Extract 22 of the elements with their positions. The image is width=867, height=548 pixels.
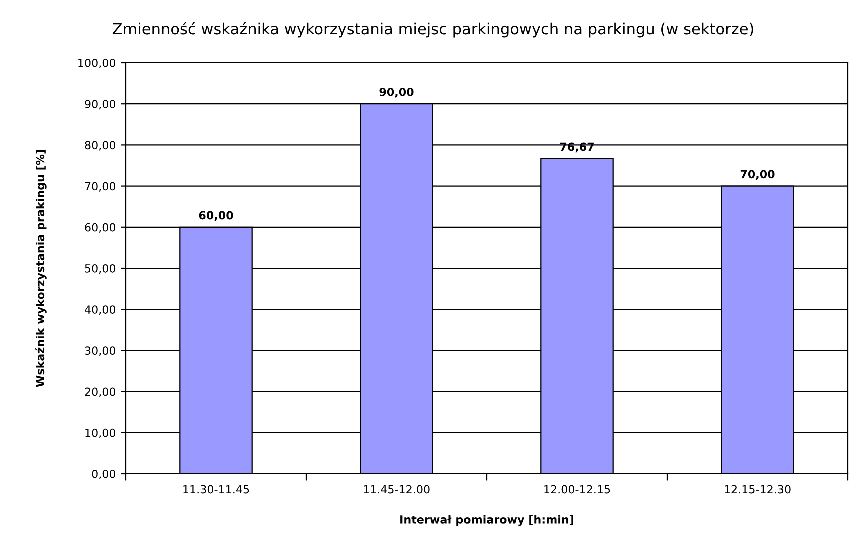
x-tick-label: 12.15-12.30: [725, 485, 791, 494]
y-axis-title: Wskaźnik wykorzystania prakingu [%]: [36, 150, 47, 388]
data-label: 90,00: [380, 88, 414, 98]
y-tick-label: 20,00: [85, 388, 116, 398]
y-tick-label: 0,00: [92, 470, 116, 480]
data-label: 76,67: [560, 142, 594, 153]
x-tick-label: 12.00-12.15: [544, 485, 610, 494]
y-tick-label: 60,00: [85, 223, 116, 233]
x-tick-label: 11.45-12.00: [364, 485, 430, 494]
data-label: 70,00: [740, 170, 775, 180]
data-label: 60,00: [199, 211, 234, 222]
y-tick-label: 80,00: [85, 141, 116, 151]
x-axis-title: Interwał pomiarowy [h:min]: [400, 515, 574, 526]
y-tick-label: 10,00: [86, 428, 116, 438]
y-tick-label: 100,00: [78, 58, 116, 69]
y-tick-label: 50,00: [85, 264, 116, 274]
x-tick-label: 11.30-11.45: [184, 485, 250, 494]
y-tick-label: 70,00: [85, 182, 116, 192]
y-tick-label: 40,00: [85, 306, 116, 316]
chart-title: Zmienność wskaźnika wykorzystania miejsc parkingowych na parkingu (w sektorze): [112, 22, 754, 38]
y-tick-label: 90,00: [85, 100, 116, 110]
y-tick-label: 30,00: [85, 346, 116, 356]
